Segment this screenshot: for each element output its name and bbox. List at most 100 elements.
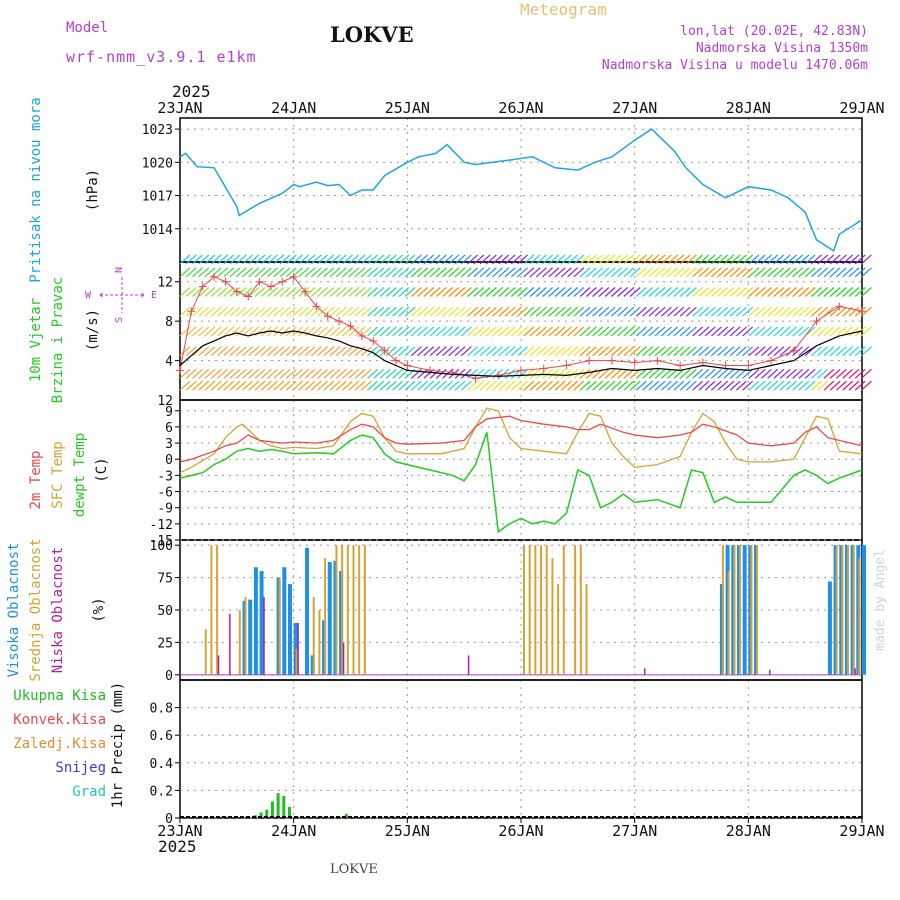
temp2m-label: 2m Temp	[28, 450, 44, 509]
wind-barb	[573, 267, 585, 278]
wind-barb	[529, 254, 541, 265]
wind-barb	[673, 287, 685, 297]
wind-barb	[179, 380, 191, 391]
gust-marker	[244, 292, 253, 301]
wind-barb	[717, 380, 729, 391]
wind-barb	[811, 306, 822, 317]
wind-barb	[773, 346, 785, 357]
wind-barb	[360, 287, 372, 297]
wind-barb	[592, 326, 604, 337]
wind-barb	[761, 254, 772, 265]
wind-barb	[373, 306, 385, 317]
wind-barb	[242, 306, 253, 317]
wind-barb	[467, 254, 478, 265]
wind-barb	[723, 306, 735, 317]
wind-barb	[748, 326, 760, 337]
wind-barb	[392, 267, 403, 278]
wind-barb	[786, 254, 797, 265]
wind-barb	[654, 346, 666, 357]
wind-barb	[192, 267, 203, 278]
wind-barb	[842, 267, 854, 278]
gust-marker	[676, 361, 685, 370]
wind-barb	[335, 287, 347, 297]
wind-barb	[217, 306, 228, 317]
wind-barb	[698, 326, 710, 337]
wind-barb	[348, 368, 360, 379]
wind-barb	[379, 254, 391, 265]
cloud-bar	[318, 610, 321, 675]
wind-barb	[235, 254, 247, 265]
wind-barb	[817, 287, 829, 297]
wind-barb	[429, 306, 441, 317]
x-tick-label-top: 26JAN	[498, 99, 543, 117]
wind-barb	[485, 254, 497, 265]
wind-barb	[798, 368, 810, 379]
wind-barb	[642, 306, 654, 317]
wind-barb	[454, 267, 466, 278]
wind-barb	[435, 306, 447, 317]
wind-barb	[792, 287, 804, 297]
wind-barb	[235, 326, 247, 337]
wind-barb	[354, 254, 366, 265]
wind-label: 10m Vjetar	[28, 298, 44, 382]
wind-barb	[604, 326, 616, 337]
cloud-bar	[534, 545, 537, 675]
wind-barb	[754, 287, 766, 297]
wind-barb	[354, 326, 366, 337]
wind-barb	[298, 306, 310, 317]
wind-barb	[617, 267, 629, 278]
wind-barb	[748, 267, 760, 278]
wind-barb	[267, 368, 278, 379]
wind-barb	[454, 380, 466, 391]
wind-barb	[767, 254, 779, 265]
wind-barb	[254, 267, 266, 278]
wind-barb	[654, 306, 666, 317]
wind-barb	[223, 287, 235, 297]
wind-barb	[742, 326, 754, 337]
wind-barb	[423, 346, 435, 357]
wind-barb	[373, 368, 385, 379]
gust-marker	[369, 336, 378, 345]
wind-barb	[242, 346, 253, 357]
year-bottom: 2025	[158, 837, 197, 856]
wind-barb	[304, 346, 316, 357]
wind-barb	[710, 254, 722, 265]
wind-barb	[404, 326, 416, 337]
wind-barb	[498, 346, 510, 357]
wind-barb	[598, 267, 610, 278]
wind-barb	[729, 380, 741, 391]
wind-barb	[210, 267, 222, 278]
cloud-bar	[305, 547, 310, 675]
wind-barb	[323, 254, 335, 265]
wind-barb	[754, 380, 766, 391]
wind-barb	[504, 380, 516, 391]
wind-barb	[442, 267, 453, 278]
wind-barb	[723, 287, 735, 297]
wind-barb	[542, 346, 553, 357]
wind-barb	[479, 267, 491, 278]
wind-barb	[492, 254, 503, 265]
wind-barb	[773, 287, 785, 297]
gust-marker	[380, 346, 389, 355]
wind-label-2: Brzina i Pravac	[50, 277, 66, 403]
wind-barb	[685, 368, 697, 379]
wind-barb	[567, 380, 579, 391]
cloud-bar	[358, 545, 361, 675]
wind-barb	[417, 380, 428, 391]
y-tick-label: 1023	[142, 123, 173, 138]
wind-barb	[798, 346, 810, 357]
precip-ylabel: 1hr Precip (mm)	[110, 682, 126, 808]
wind-barb	[667, 267, 679, 278]
wind-barb	[610, 368, 622, 379]
wind-barb	[667, 287, 679, 297]
wind-barb	[223, 306, 235, 317]
wind-barb	[567, 267, 579, 278]
wind-barb	[635, 346, 647, 357]
wind-barb	[342, 346, 353, 357]
wind-barb	[467, 346, 478, 357]
wind-barb	[861, 254, 872, 265]
wind-barb	[573, 254, 585, 265]
wind-barb	[535, 254, 547, 265]
cloud-bar	[562, 545, 565, 675]
wind-barb	[817, 346, 829, 357]
